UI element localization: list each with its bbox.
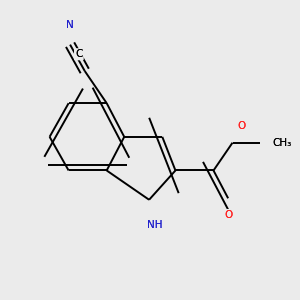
- Text: O: O: [224, 210, 232, 220]
- Text: O: O: [224, 210, 233, 220]
- Text: N: N: [66, 20, 74, 30]
- Text: CH₃: CH₃: [272, 138, 291, 148]
- Text: C: C: [75, 49, 82, 59]
- Text: C: C: [75, 49, 83, 59]
- Text: N: N: [66, 20, 74, 30]
- Text: CH₃: CH₃: [272, 138, 291, 148]
- Text: CH₃: CH₃: [272, 138, 293, 148]
- Text: C: C: [75, 49, 82, 59]
- Text: O: O: [237, 121, 245, 131]
- Text: N: N: [66, 20, 74, 30]
- Text: O: O: [237, 121, 246, 131]
- Text: NH: NH: [146, 220, 164, 230]
- Text: O: O: [224, 210, 232, 220]
- Text: NH: NH: [147, 220, 163, 230]
- Text: NH: NH: [147, 220, 163, 230]
- Text: O: O: [237, 121, 245, 131]
